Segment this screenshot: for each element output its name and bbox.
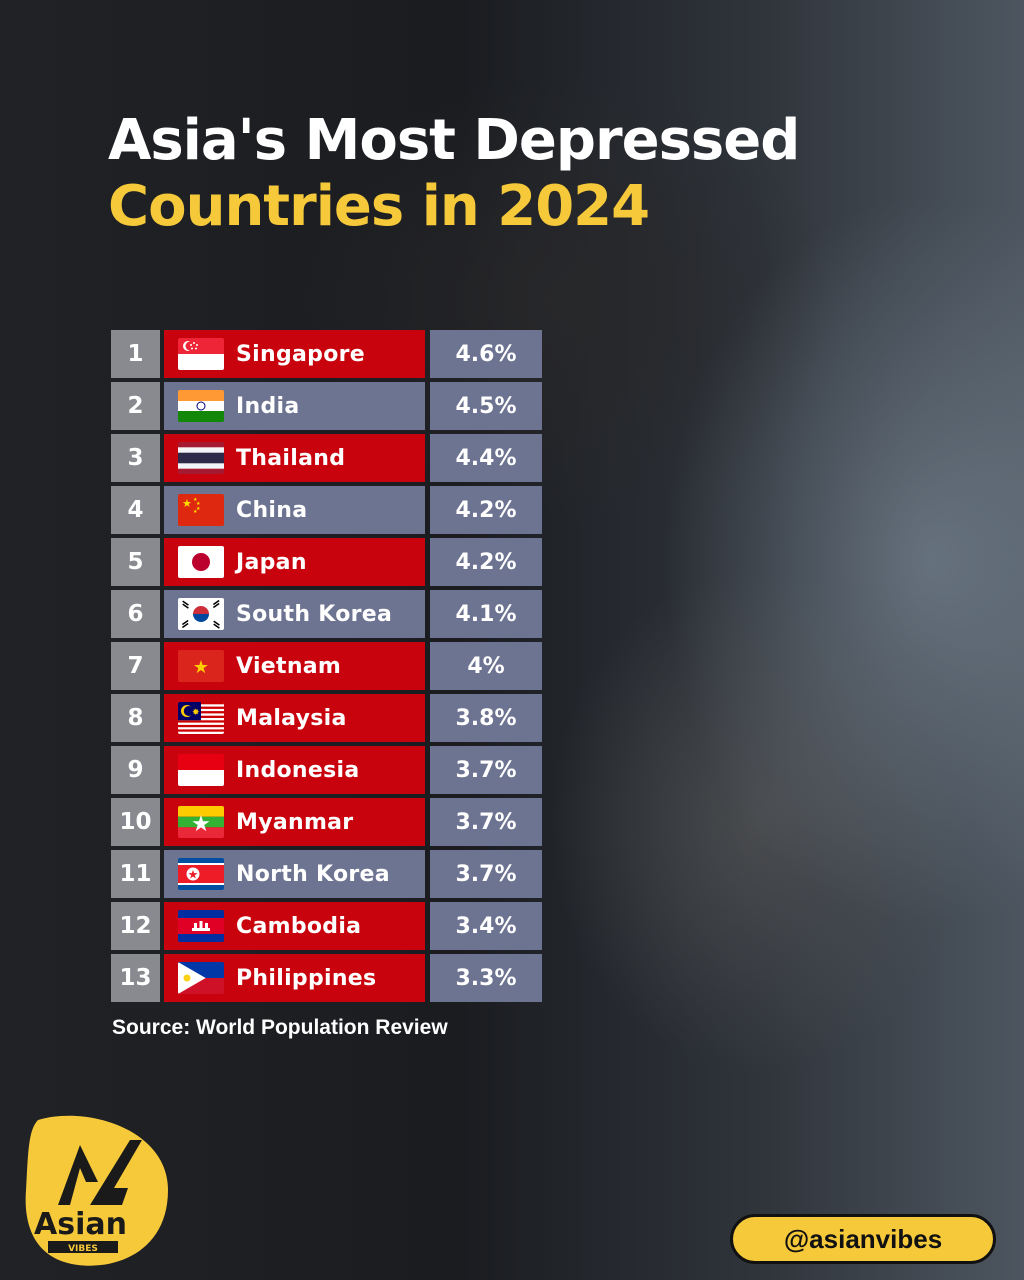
- country-name: Japan: [236, 549, 307, 575]
- value-cell: 3.8%: [430, 694, 542, 742]
- table-row: 8 ✸ Malaysia 3.8%: [111, 694, 542, 746]
- country-name: Cambodia: [236, 913, 362, 939]
- myanmar-flag-icon: ★: [178, 806, 224, 838]
- logo-mark-a-icon: [58, 1145, 98, 1205]
- rank-cell: 6: [111, 590, 160, 638]
- value-cell: 4.5%: [430, 382, 542, 430]
- svg-text:★: ★: [196, 501, 201, 507]
- country-name: Philippines: [236, 965, 377, 991]
- table-row: 2 India 4.5%: [111, 382, 542, 434]
- country-cell: ★ Myanmar: [164, 798, 425, 846]
- logo-subtext: VIBES: [68, 1244, 98, 1254]
- svg-text:✸: ✸: [192, 708, 200, 718]
- rank-cell: 12: [111, 902, 160, 950]
- svg-text:★: ★: [191, 812, 211, 837]
- country-cell: ★ ★ ★ ★ ★ China: [164, 486, 425, 534]
- svg-text:★: ★: [188, 868, 199, 882]
- country-name: North Korea: [236, 861, 390, 887]
- value-cell: 3.4%: [430, 902, 542, 950]
- country-name: China: [236, 497, 308, 523]
- thailand-flag-icon: [178, 442, 224, 474]
- svg-text:★: ★: [193, 509, 198, 515]
- svg-text:★: ★: [193, 657, 209, 678]
- value-cell: 4.2%: [430, 486, 542, 534]
- value-cell: 3.3%: [430, 954, 542, 1002]
- country-name: Malaysia: [236, 705, 347, 731]
- rank-cell: 7: [111, 642, 160, 690]
- value-cell: 4.2%: [430, 538, 542, 586]
- ranking-table: 1 Singapore 4.6% 2 India 4.5% 3 Thailand 4.4% 4 ★ ★…: [111, 330, 542, 1006]
- value-cell: 3.7%: [430, 798, 542, 846]
- japan-flag-icon: [178, 546, 224, 578]
- country-cell: ★ Vietnam: [164, 642, 425, 690]
- country-cell: Philippines: [164, 954, 425, 1002]
- table-row: 5 Japan 4.2%: [111, 538, 542, 590]
- table-row: 13 Philippines 3.3%: [111, 954, 542, 1006]
- table-row: 4 ★ ★ ★ ★ ★ China 4.2%: [111, 486, 542, 538]
- country-cell: ★ North Korea: [164, 850, 425, 898]
- country-name: Thailand: [236, 445, 346, 471]
- table-row: 1 Singapore 4.6%: [111, 330, 542, 382]
- logo-text: Asian: [34, 1207, 127, 1242]
- svg-text:★: ★: [196, 506, 201, 512]
- country-cell: South Korea: [164, 590, 425, 638]
- title-line-1: Asia's Most Depressed: [108, 108, 800, 173]
- philippines-flag-icon: [178, 962, 224, 994]
- svg-text:★: ★: [193, 497, 198, 503]
- value-cell: 3.7%: [430, 746, 542, 794]
- country-name: Singapore: [236, 341, 365, 367]
- malaysia-flag-icon: ✸: [178, 702, 224, 734]
- country-cell: Thailand: [164, 434, 425, 482]
- rank-cell: 3: [111, 434, 160, 482]
- asian-vibes-logo: Asian VIBES: [25, 1115, 168, 1266]
- value-cell: 4.6%: [430, 330, 542, 378]
- rank-cell: 2: [111, 382, 160, 430]
- value-cell: 3.7%: [430, 850, 542, 898]
- rank-cell: 11: [111, 850, 160, 898]
- country-name: Vietnam: [236, 653, 342, 679]
- logo-mark-v-icon: [90, 1140, 142, 1205]
- singapore-flag-icon: [178, 338, 224, 370]
- south-korea-flag-icon: [178, 598, 224, 630]
- rank-cell: 1: [111, 330, 160, 378]
- table-row: 10 ★ Myanmar 3.7%: [111, 798, 542, 850]
- country-name: Indonesia: [236, 757, 360, 783]
- page-title: Asia's Most Depressed Countries in 2024: [108, 108, 908, 240]
- value-cell: 4.1%: [430, 590, 542, 638]
- country-cell: ✸ Malaysia: [164, 694, 425, 742]
- country-cell: Singapore: [164, 330, 425, 378]
- country-name: Myanmar: [236, 809, 354, 835]
- rank-cell: 10: [111, 798, 160, 846]
- table-row: 3 Thailand 4.4%: [111, 434, 542, 486]
- title-line-2: Countries in 2024: [108, 174, 650, 239]
- rank-cell: 8: [111, 694, 160, 742]
- table-row: 9 Indonesia 3.7%: [111, 746, 542, 798]
- rank-cell: 9: [111, 746, 160, 794]
- rank-cell: 4: [111, 486, 160, 534]
- india-flag-icon: [178, 390, 224, 422]
- country-cell: Cambodia: [164, 902, 425, 950]
- social-handle-badge: @asianvibes: [730, 1214, 996, 1264]
- table-row: 11 ★ North Korea 3.7%: [111, 850, 542, 902]
- table-row: 7 ★ Vietnam 4%: [111, 642, 542, 694]
- country-name: India: [236, 393, 300, 419]
- rank-cell: 5: [111, 538, 160, 586]
- svg-text:★: ★: [182, 497, 192, 510]
- country-cell: India: [164, 382, 425, 430]
- value-cell: 4%: [430, 642, 542, 690]
- table-row: 6 South Korea 4.1%: [111, 590, 542, 642]
- rank-cell: 13: [111, 954, 160, 1002]
- table-row: 12 Cambodia 3.4%: [111, 902, 542, 954]
- north-korea-flag-icon: ★: [178, 858, 224, 890]
- value-cell: 4.4%: [430, 434, 542, 482]
- country-name: South Korea: [236, 601, 393, 627]
- country-cell: Indonesia: [164, 746, 425, 794]
- vietnam-flag-icon: ★: [178, 650, 224, 682]
- country-cell: Japan: [164, 538, 425, 586]
- cambodia-flag-icon: [178, 910, 224, 942]
- indonesia-flag-icon: [178, 754, 224, 786]
- china-flag-icon: ★ ★ ★ ★ ★: [178, 494, 224, 526]
- source-note: Source: World Population Review: [112, 1016, 448, 1039]
